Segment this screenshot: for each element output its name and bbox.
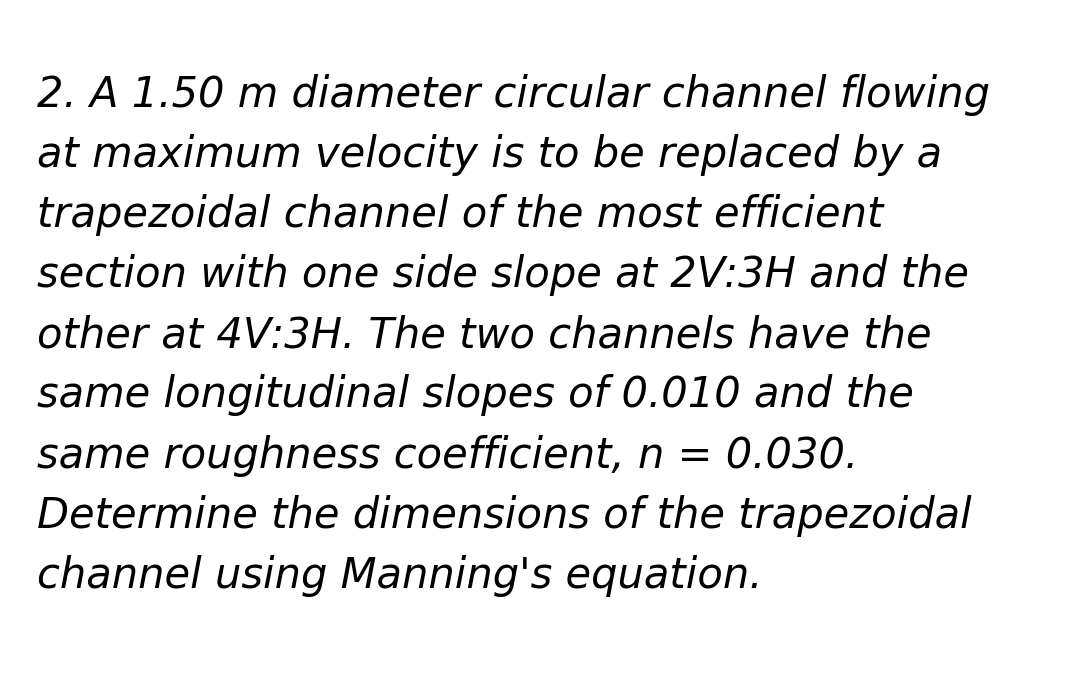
Text: 2. A 1.50 m diameter circular channel flowing
at maximum velocity is to be repla: 2. A 1.50 m diameter circular channel fl… xyxy=(37,74,990,597)
